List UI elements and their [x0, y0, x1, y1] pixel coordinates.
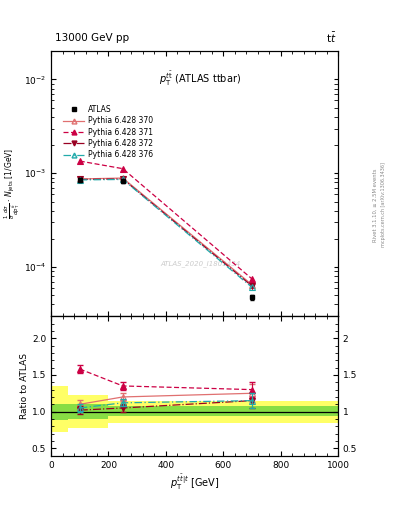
Y-axis label: $\frac{1}{\sigma}\frac{d\sigma}{dp_{\rm T}^{t\bar{t}}}$ $\cdot$ $N_{\rm jets}$ [: $\frac{1}{\sigma}\frac{d\sigma}{dp_{\rm …	[3, 148, 22, 219]
Legend: ATLAS, Pythia 6.428 370, Pythia 6.428 371, Pythia 6.428 372, Pythia 6.428 376: ATLAS, Pythia 6.428 370, Pythia 6.428 37…	[61, 103, 156, 161]
Y-axis label: Ratio to ATLAS: Ratio to ATLAS	[20, 353, 29, 419]
Text: t$\bar{t}$: t$\bar{t}$	[325, 31, 336, 46]
Text: $p_{\mathrm{T}}^{t\bar{\mathrm{t}}}$ (ATLAS ttbar): $p_{\mathrm{T}}^{t\bar{\mathrm{t}}}$ (AT…	[159, 70, 241, 88]
Text: mcplots.cern.ch [arXiv:1306.3436]: mcplots.cern.ch [arXiv:1306.3436]	[381, 162, 386, 247]
Text: Rivet 3.1.10, ≥ 2.5M events: Rivet 3.1.10, ≥ 2.5M events	[373, 168, 378, 242]
Text: 13000 GeV pp: 13000 GeV pp	[55, 33, 129, 44]
X-axis label: $p^{t\bar{t}|t}_{\mathrm{T}}$ [GeV]: $p^{t\bar{t}|t}_{\mathrm{T}}$ [GeV]	[170, 472, 219, 492]
Text: ATLAS_2020_I1801434: ATLAS_2020_I1801434	[160, 260, 241, 267]
